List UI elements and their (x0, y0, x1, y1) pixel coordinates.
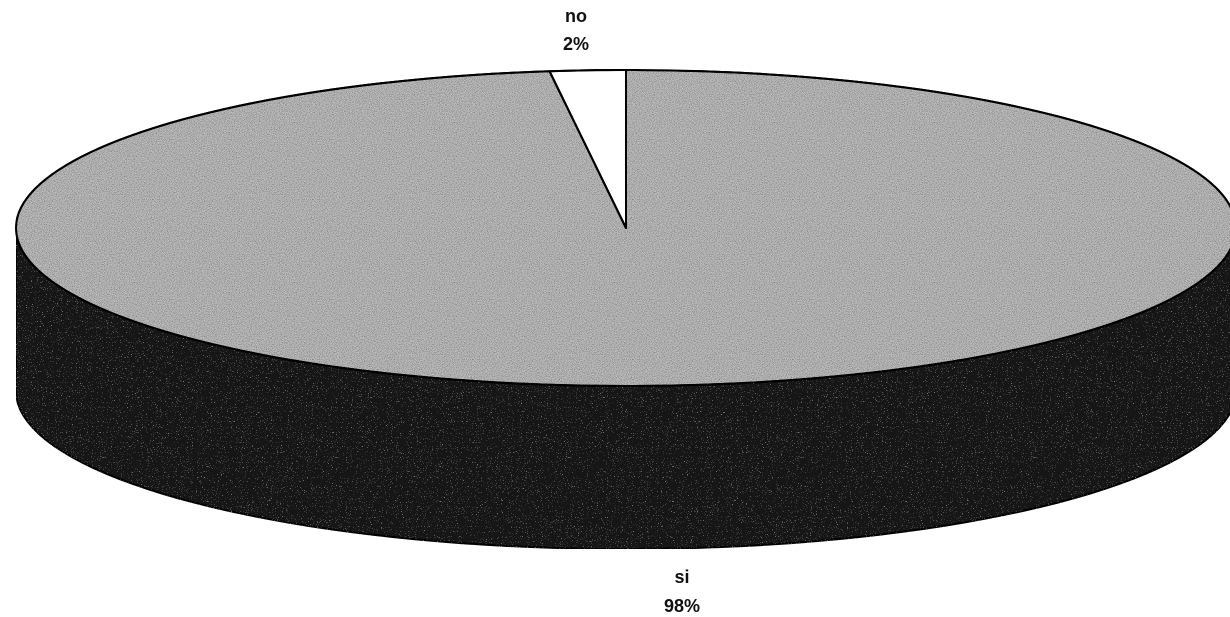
slice-label-no: no (565, 6, 587, 26)
slice-label-si: si (674, 567, 689, 587)
slice-boundary-line (548, 70, 627, 229)
slice-value-label-si: 98% (664, 596, 700, 616)
slice-value-label-no: 2% (563, 34, 589, 54)
